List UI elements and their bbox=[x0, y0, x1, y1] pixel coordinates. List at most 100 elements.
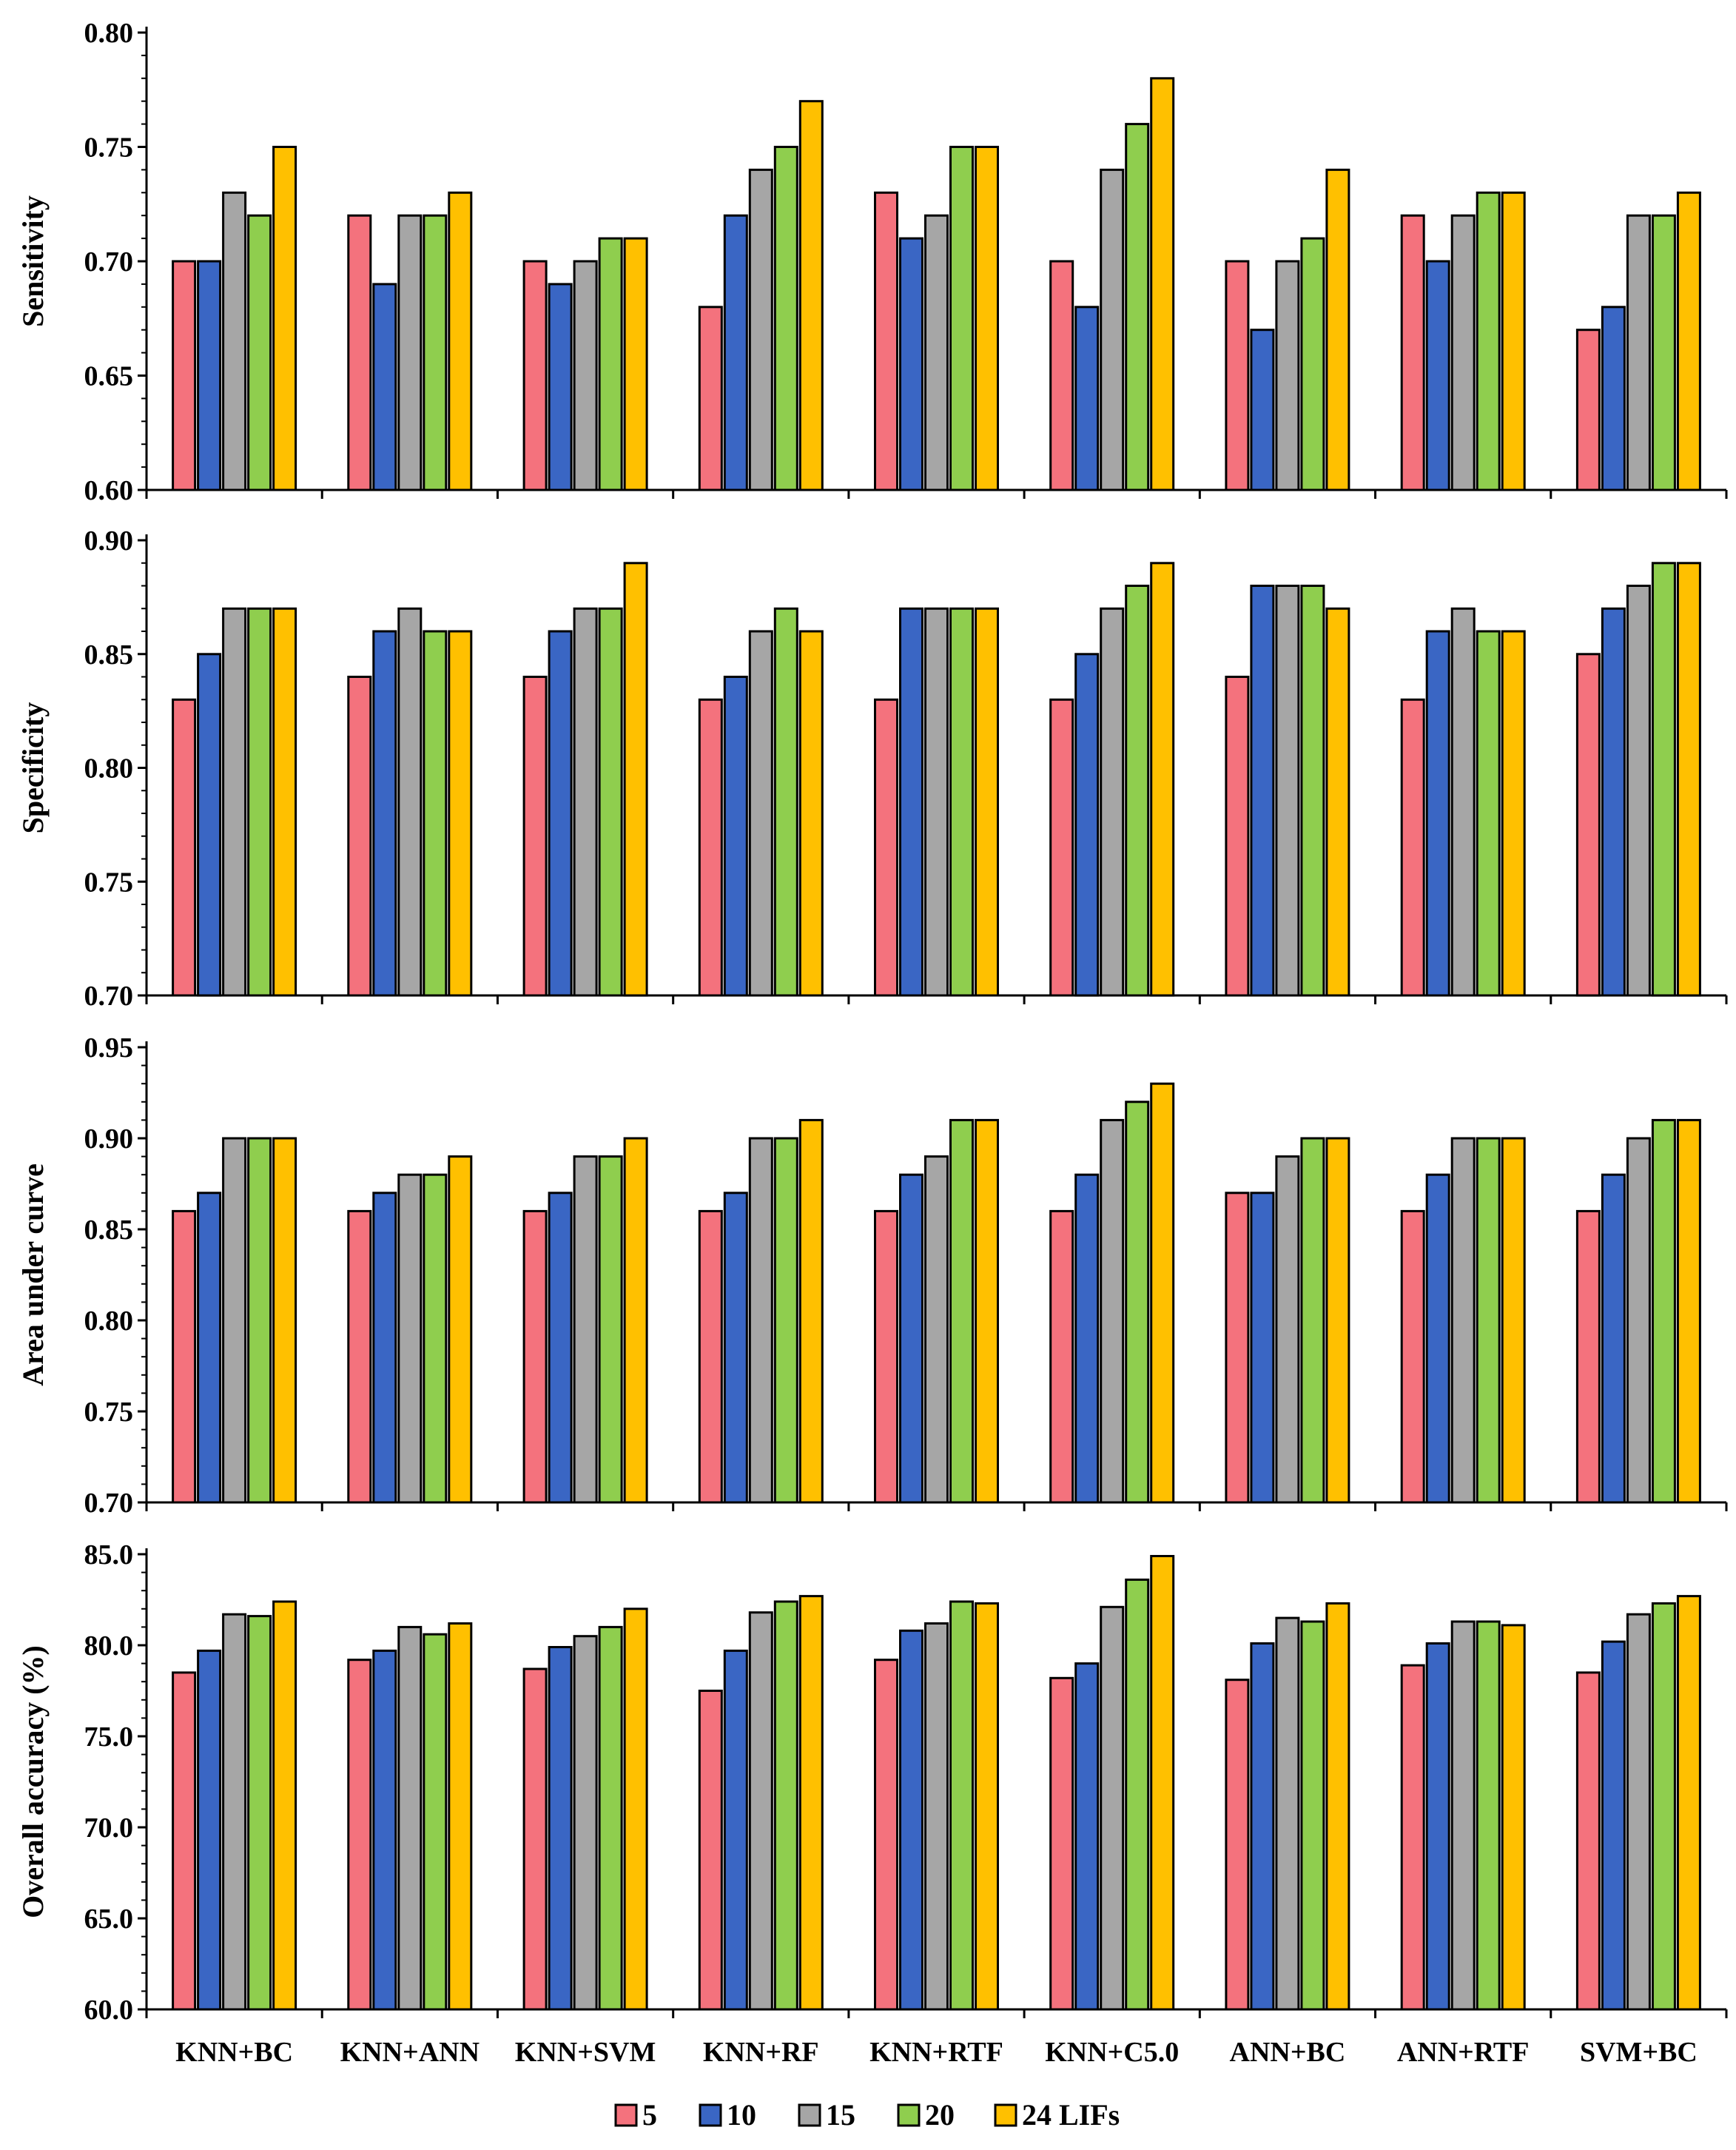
bar-0-4-0 bbox=[874, 191, 898, 491]
bar-3-2-1 bbox=[548, 1646, 573, 2011]
bar-2-0-2 bbox=[222, 1137, 247, 1504]
bar-1-6-3 bbox=[1300, 585, 1325, 997]
ytick-label-1-0: 0.70 bbox=[84, 981, 134, 1012]
bar-3-3-1 bbox=[723, 1649, 748, 2011]
bar-1-3-2 bbox=[748, 630, 773, 997]
bar-0-3-3 bbox=[773, 146, 798, 491]
bar-1-4-2 bbox=[924, 607, 949, 997]
panel-2: 0.70 0.75 0.80 0.85 0.90 0.95 Area under curve bbox=[16, 1032, 1728, 1519]
bar-0-5-4 bbox=[1150, 77, 1175, 491]
ytick-label-2-4: 0.90 bbox=[84, 1123, 134, 1155]
bar-2-8-3 bbox=[1651, 1118, 1676, 1504]
bar-1-4-1 bbox=[899, 607, 923, 997]
bar-3-7-0 bbox=[1400, 1664, 1425, 2011]
bar-2-5-0 bbox=[1049, 1209, 1074, 1504]
bar-2-3-0 bbox=[698, 1209, 723, 1504]
bar-2-2-3 bbox=[598, 1155, 623, 1504]
bar-3-7-3 bbox=[1476, 1620, 1501, 2011]
bar-1-8-3 bbox=[1651, 562, 1676, 997]
ytick-label-2-0: 0.70 bbox=[84, 1488, 134, 1519]
bar-2-3-1 bbox=[723, 1192, 748, 1504]
bar-0-7-3 bbox=[1476, 191, 1501, 491]
bar-0-0-2 bbox=[222, 191, 247, 491]
panel-1: 0.70 0.75 0.80 0.85 0.90 Specificity bbox=[16, 525, 1728, 1012]
bar-0-5-3 bbox=[1125, 123, 1150, 491]
bar-0-2-2 bbox=[573, 260, 598, 491]
legend-swatch-2 bbox=[798, 2103, 821, 2127]
bar-0-4-2 bbox=[924, 214, 949, 491]
bar-2-8-0 bbox=[1575, 1209, 1601, 1504]
bar-1-8-2 bbox=[1626, 585, 1651, 997]
category-label-5: KNN+C5.0 bbox=[1045, 2037, 1179, 2068]
bar-1-2-2 bbox=[573, 607, 598, 997]
bar-1-4-3 bbox=[949, 607, 974, 997]
legend-swatch-4 bbox=[994, 2103, 1017, 2127]
bar-3-8-3 bbox=[1651, 1602, 1676, 2011]
bar-0-8-2 bbox=[1626, 214, 1651, 491]
bar-0-6-1 bbox=[1250, 329, 1275, 491]
bar-1-5-2 bbox=[1100, 607, 1125, 997]
bar-3-1-4 bbox=[448, 1622, 473, 2011]
bar-0-7-0 bbox=[1400, 214, 1425, 491]
bar-0-1-3 bbox=[423, 214, 448, 491]
category-label-6: ANN+BC bbox=[1230, 2037, 1346, 2068]
bar-2-7-4 bbox=[1501, 1137, 1526, 1504]
ytick-label-3-0: 60.0 bbox=[84, 1995, 134, 2026]
bar-0-1-4 bbox=[448, 191, 473, 491]
bar-0-1-0 bbox=[347, 214, 372, 491]
bar-3-3-4 bbox=[798, 1595, 824, 2011]
legend-label-3: 20 bbox=[925, 2098, 955, 2131]
bar-3-3-3 bbox=[773, 1600, 798, 2011]
bar-2-8-2 bbox=[1626, 1137, 1651, 1504]
ytick-label-0-0: 0.60 bbox=[84, 475, 134, 506]
legend-swatch-1 bbox=[699, 2103, 722, 2127]
ytick-label-0-2: 0.70 bbox=[84, 246, 134, 278]
bar-3-1-0 bbox=[347, 1659, 372, 2011]
bar-3-0-4 bbox=[272, 1600, 297, 2011]
bar-3-5-4 bbox=[1150, 1555, 1175, 2011]
ytick-label-0-4: 0.80 bbox=[84, 18, 134, 49]
bar-1-5-4 bbox=[1150, 562, 1175, 997]
bar-2-7-2 bbox=[1450, 1137, 1476, 1504]
bar-1-1-4 bbox=[448, 630, 473, 997]
bar-2-1-4 bbox=[448, 1155, 473, 1504]
legend-label-4: 24 LIFs bbox=[1022, 2098, 1120, 2131]
bar-0-2-1 bbox=[548, 283, 573, 491]
bar-0-7-1 bbox=[1425, 260, 1450, 491]
bar-2-4-4 bbox=[975, 1118, 999, 1504]
bar-2-4-0 bbox=[874, 1209, 898, 1504]
bar-3-6-0 bbox=[1225, 1679, 1250, 2011]
bar-0-0-4 bbox=[272, 146, 297, 491]
bar-2-4-1 bbox=[899, 1173, 923, 1504]
bar-1-7-4 bbox=[1501, 630, 1526, 997]
category-label-3: KNN+RF bbox=[703, 2037, 819, 2068]
bar-3-7-1 bbox=[1425, 1642, 1450, 2011]
bar-0-0-0 bbox=[172, 260, 197, 491]
bar-1-1-2 bbox=[397, 607, 423, 997]
bar-1-6-0 bbox=[1225, 676, 1250, 997]
bar-3-6-4 bbox=[1325, 1602, 1350, 2011]
bar-3-1-1 bbox=[372, 1649, 397, 2011]
panel-0: 0.60 0.65 0.70 0.75 0.80 Sensitivity bbox=[16, 18, 1728, 506]
bar-1-0-1 bbox=[197, 653, 222, 997]
bar-3-2-2 bbox=[573, 1635, 598, 2011]
bar-1-3-4 bbox=[798, 630, 824, 997]
bar-2-6-0 bbox=[1225, 1192, 1250, 1504]
bar-3-2-3 bbox=[598, 1625, 623, 2011]
bar-0-1-2 bbox=[397, 214, 423, 491]
bar-3-1-3 bbox=[423, 1633, 448, 2011]
bar-3-5-0 bbox=[1049, 1676, 1074, 2011]
bar-0-5-1 bbox=[1074, 306, 1100, 491]
bar-2-7-0 bbox=[1400, 1209, 1425, 1504]
bar-2-2-0 bbox=[522, 1209, 548, 1504]
category-label-8: SVM+BC bbox=[1580, 2037, 1698, 2068]
bar-3-2-0 bbox=[522, 1667, 548, 2011]
bar-3-4-0 bbox=[874, 1659, 898, 2011]
ylabel-2: Area under curve bbox=[16, 1163, 50, 1386]
bar-3-4-2 bbox=[924, 1622, 949, 2011]
ytick-label-1-1: 0.75 bbox=[84, 867, 134, 898]
bar-1-6-1 bbox=[1250, 585, 1275, 997]
bar-2-1-3 bbox=[423, 1173, 448, 1504]
bar-3-5-2 bbox=[1100, 1605, 1125, 2011]
